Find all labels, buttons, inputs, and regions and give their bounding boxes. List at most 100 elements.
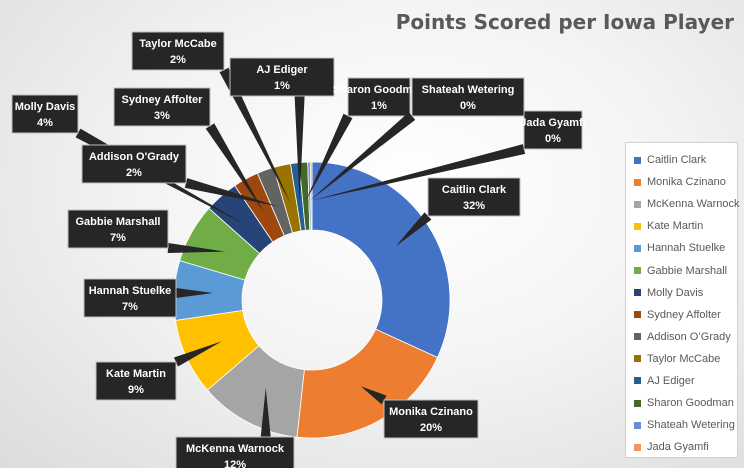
data-label-aj-ediger: AJ Ediger 1% xyxy=(229,57,335,202)
leader-line xyxy=(176,288,213,299)
data-label-box xyxy=(81,144,187,184)
legend-label: Kate Martin xyxy=(647,220,704,233)
data-label-percent: 2% xyxy=(126,167,142,179)
data-label-box xyxy=(175,436,295,468)
chart-slices xyxy=(173,161,451,439)
legend-swatch xyxy=(634,377,641,385)
data-label-name: Molly Davis xyxy=(15,101,76,113)
legend-item-gabbie-marshall: Gabbie Marshall xyxy=(634,259,737,281)
leader-line xyxy=(395,212,432,247)
data-label-percent: 1% xyxy=(371,100,387,112)
data-label-name: Monika Czinano xyxy=(389,406,473,418)
slice-monika-czinano xyxy=(296,328,438,439)
legend-item-caitlin-clark: Caitlin Clark xyxy=(634,149,737,171)
leader-line xyxy=(184,178,279,207)
legend-label: Sharon Goodman xyxy=(647,397,734,410)
data-label-gabbie-marshall: Gabbie Marshall 7% xyxy=(67,209,226,253)
leader-line xyxy=(219,67,291,204)
legend-swatch xyxy=(634,289,641,297)
data-label-box xyxy=(347,77,411,117)
legend-item-mckenna-warnock: McKenna Warnock xyxy=(634,193,740,215)
leader-line xyxy=(309,112,416,201)
data-label-name: AJ Ediger xyxy=(256,64,308,76)
leader-line xyxy=(311,144,526,201)
data-label-box xyxy=(67,209,169,249)
leader-line xyxy=(173,341,222,367)
legend-label: Jada Gyamfi xyxy=(647,441,709,454)
legend-item-sydney-affolter: Sydney Affolter xyxy=(634,304,737,326)
legend-label: McKenna Warnock xyxy=(647,198,740,211)
data-label-monika-czinano: Monika Czinano 20% xyxy=(361,386,479,439)
legend-swatch xyxy=(634,443,641,451)
data-label-name: McKenna Warnock xyxy=(186,443,285,455)
data-label-caitlin-clark: Caitlin Clark 32% xyxy=(395,177,521,247)
legend-swatch xyxy=(634,244,641,252)
legend-swatch xyxy=(634,421,641,429)
data-label-sharon-goodman: Sharon Goodman 1% xyxy=(305,77,426,201)
data-label-jada-gyamfi: Jada Gyamfi 0% xyxy=(311,110,586,201)
data-label-percent: 2% xyxy=(170,54,186,66)
data-label-addison-o-grady: Addison O'Grady 2% xyxy=(81,144,279,207)
legend-item-aj-ediger: AJ Ediger xyxy=(634,370,737,392)
data-label-name: Sharon Goodman xyxy=(333,84,426,96)
leader-line xyxy=(205,123,265,213)
data-label-hannah-stuelke: Hannah Stuelke 7% xyxy=(83,278,213,318)
data-label-percent: 4% xyxy=(37,117,53,129)
legend-swatch xyxy=(634,267,641,275)
data-label-box xyxy=(95,361,177,401)
legend-item-taylor-mccabe: Taylor McCabe xyxy=(634,348,737,370)
data-label-sydney-affolter: Sydney Affolter 3% xyxy=(113,87,265,213)
data-label-percent: 7% xyxy=(110,232,126,244)
leader-line xyxy=(305,113,353,201)
legend-swatch xyxy=(634,355,641,363)
data-label-box xyxy=(83,278,177,318)
data-label-name: Addison O'Grady xyxy=(89,151,180,163)
legend-swatch xyxy=(634,399,641,407)
legend-item-addison-o-grady: Addison O’Grady xyxy=(634,326,737,348)
data-label-name: Gabbie Marshall xyxy=(76,216,161,228)
leader-line xyxy=(167,243,226,253)
legend-label: Taylor McCabe xyxy=(647,352,721,365)
data-label-name: Hannah Stuelke xyxy=(89,285,172,297)
slice-caitlin-clark xyxy=(311,161,451,359)
legend-item-molly-davis: Molly Davis xyxy=(634,282,737,304)
data-label-name: Sydney Affolter xyxy=(122,94,204,106)
legend-swatch xyxy=(634,222,641,230)
legend-swatch xyxy=(634,178,641,186)
legend-label: Molly Davis xyxy=(647,286,704,299)
data-label-box xyxy=(427,177,521,217)
legend-swatch xyxy=(634,200,641,208)
legend-label: Gabbie Marshall xyxy=(647,264,728,277)
legend-swatch xyxy=(634,333,641,341)
data-label-percent: 12% xyxy=(224,459,246,468)
slice-jada-gyamfi xyxy=(309,161,313,231)
legend-item-kate-martin: Kate Martin xyxy=(634,215,737,237)
data-label-shateah-wetering: Shateah Wetering 0% xyxy=(309,77,525,201)
chart-title: Points Scored per Iowa Player xyxy=(395,10,734,34)
legend-label: AJ Ediger xyxy=(647,374,695,387)
data-label-percent: 0% xyxy=(460,100,476,112)
data-label-kate-martin: Kate Martin 9% xyxy=(95,341,222,401)
data-label-percent: 7% xyxy=(122,301,138,313)
leader-line xyxy=(260,387,271,437)
legend-label: Sydney Affolter xyxy=(647,308,721,321)
legend-label: Hannah Stuelke xyxy=(647,242,726,255)
legend-label: Shateah Wetering xyxy=(647,419,735,432)
legend-swatch xyxy=(634,311,641,319)
data-label-percent: 20% xyxy=(420,422,442,434)
data-label-percent: 0% xyxy=(545,133,561,145)
legend-item-sharon-goodman: Sharon Goodman xyxy=(634,392,737,414)
data-label-percent: 1% xyxy=(274,80,290,92)
data-label-box xyxy=(383,399,479,439)
data-label-taylor-mccabe: Taylor McCabe 2% xyxy=(131,31,291,204)
data-label-name: Kate Martin xyxy=(106,368,166,380)
data-label-box xyxy=(131,31,225,71)
legend-label: Monika Czinano xyxy=(647,176,726,189)
leader-line xyxy=(361,386,387,405)
data-label-name: Jada Gyamfi xyxy=(520,117,585,129)
data-label-percent: 9% xyxy=(128,384,144,396)
data-label-name: Caitlin Clark xyxy=(442,184,507,196)
data-label-name: Shateah Wetering xyxy=(422,84,515,96)
leader-line xyxy=(294,96,305,202)
